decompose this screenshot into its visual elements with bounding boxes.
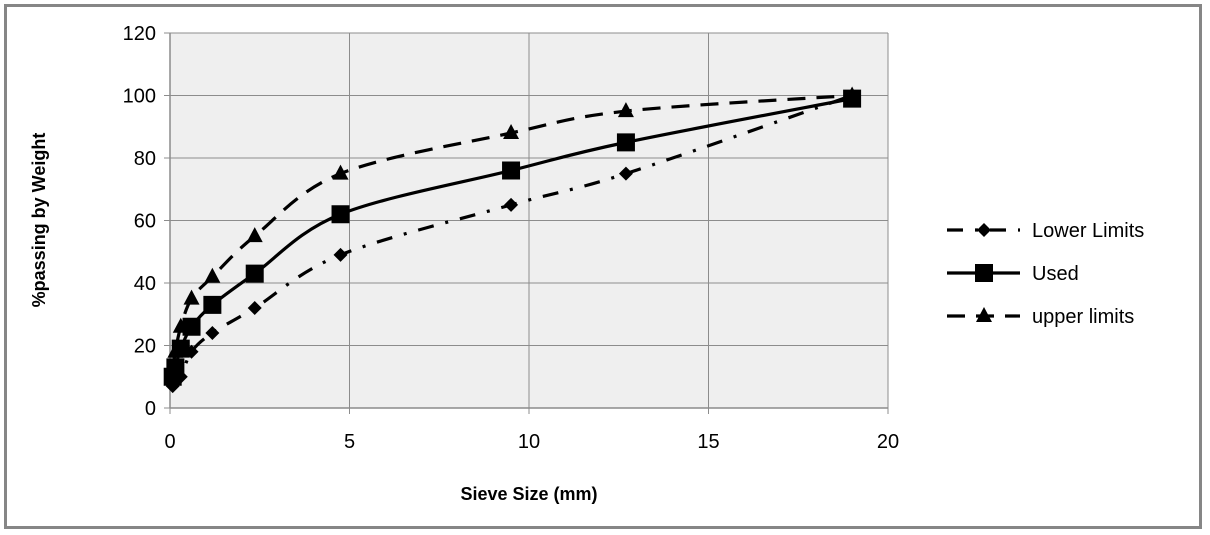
- data-point-upper-limits: [204, 267, 221, 283]
- x-tick-label: 10: [518, 431, 540, 453]
- legend-marker-lower-limits: [977, 223, 991, 237]
- data-point-used: [502, 161, 521, 180]
- data-point-upper-limits: [183, 289, 200, 305]
- data-point-lower-limits: [247, 301, 262, 315]
- y-tick-label: 40: [134, 273, 156, 295]
- data-point-upper-limits: [844, 86, 861, 102]
- data-point-upper-limits: [246, 227, 263, 243]
- legend-marker-upper-limits: [976, 307, 992, 322]
- data-point-lower-limits: [205, 326, 220, 340]
- y-axis-title: %passing by Weight: [29, 133, 49, 308]
- y-tick-label: 60: [134, 211, 156, 233]
- legend-label-used: Used: [1032, 263, 1079, 285]
- series-upper-limits: [164, 86, 861, 377]
- y-tick-label: 20: [134, 336, 156, 358]
- y-tick-label: 0: [145, 398, 156, 420]
- data-point-used: [616, 133, 635, 152]
- data-point-used: [245, 264, 264, 283]
- data-point-upper-limits: [503, 124, 520, 139]
- x-axis-title: Sieve Size (mm): [460, 484, 597, 504]
- data-point-upper-limits: [617, 102, 634, 118]
- data-point-upper-limits: [172, 317, 189, 333]
- legend-item-lower-limits: Lower Limits: [947, 220, 1144, 242]
- series-used: [163, 89, 862, 386]
- x-tick-label: 0: [164, 431, 175, 453]
- legend: Lower Limits Used upper limits: [947, 220, 1144, 328]
- series-layer: [163, 86, 862, 394]
- y-axis-ticks: 0 20 40 60 80 100 120: [123, 23, 170, 420]
- x-tick-label: 15: [697, 431, 719, 453]
- legend-label-upper-limits: upper limits: [1032, 306, 1134, 328]
- y-tick-label: 100: [123, 86, 156, 108]
- data-point-upper-limits: [164, 361, 181, 377]
- y-tick-label: 120: [123, 23, 156, 45]
- legend-label-lower-limits: Lower Limits: [1032, 220, 1144, 242]
- y-tick-label: 80: [134, 148, 156, 170]
- legend-item-used: Used: [947, 263, 1079, 285]
- x-tick-label: 5: [344, 431, 355, 453]
- x-axis-ticks: 0 5 10 15 20: [164, 408, 899, 453]
- legend-item-upper-limits: upper limits: [947, 306, 1134, 328]
- x-tick-label: 20: [877, 431, 899, 453]
- data-point-lower-limits: [333, 247, 348, 262]
- data-point-used: [331, 205, 350, 224]
- data-point-upper-limits: [332, 164, 349, 180]
- data-point-used: [203, 295, 222, 314]
- data-point-lower-limits: [618, 166, 633, 181]
- legend-marker-used: [975, 264, 993, 282]
- data-point-upper-limits: [167, 342, 184, 358]
- data-point-lower-limits: [504, 197, 519, 212]
